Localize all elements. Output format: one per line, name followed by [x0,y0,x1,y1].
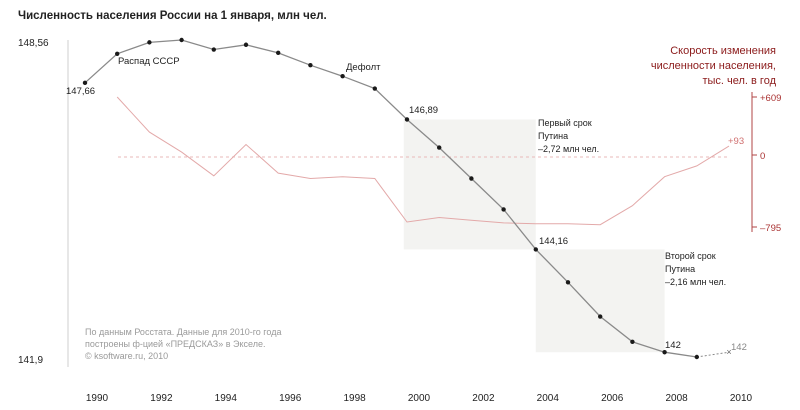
x-tick-2008: 2008 [665,393,688,404]
population-forecast-line [696,351,730,358]
value-2004: 144,16 [539,236,568,247]
population-point-1990 [82,80,88,86]
second-term-shade [535,249,665,353]
x-tick-1992: 1992 [150,393,173,404]
chart-title: Численность населения России на 1 января… [18,10,327,22]
x-tick-1990: 1990 [86,393,109,404]
rate-series-line [116,96,730,226]
population-point-2004 [533,247,538,252]
x-tick-2002: 2002 [472,393,495,404]
population-point-2008 [662,350,667,355]
x-tick-2010: 2010 [730,393,753,404]
population-point-2005 [565,280,571,285]
x-tick-1998: 1998 [343,393,366,404]
x-tick-2006: 2006 [601,393,624,404]
source-line-2: построены ф-цией «ПРЕДСКАЗ» в Экселе. [85,339,266,349]
population-point-2002 [469,176,474,181]
population-point-1994 [211,47,216,52]
value-1990: 147,66 [66,86,95,97]
population-point-1997 [308,63,313,68]
population-point-1998 [340,73,345,79]
value-2010-forecast: 142 [731,342,747,353]
rate-title-line-3: тыс. чел. в год [702,75,776,87]
value-2008: 142 [665,340,681,351]
population-point-2003 [501,207,506,212]
population-point-1999 [372,86,377,91]
rate-title-line-2: численности населения, [651,60,776,72]
rate-zero-label: 0 [760,151,765,162]
second-term-line-1: Второй срок [665,251,716,261]
x-tick-2000: 2000 [408,393,431,404]
population-point-2009 [694,354,699,360]
population-point-2001 [437,145,442,150]
population-point-2007 [630,339,635,344]
population-series-line [84,39,697,358]
first-term-line-1: Первый срок [538,118,592,128]
second-term-annotation: Второй срок Путина –2,16 млн чел. [665,251,726,287]
source-note: По данным Росстата. Данные для 2010-го г… [85,327,281,361]
population-forecast-point: × [726,347,731,357]
population-point-1993 [179,37,184,43]
value-2000: 146,89 [409,105,438,116]
rate-title-line-1: Скорость изменения [670,45,776,57]
first-term-annotation: Первый срок Путина –2,72 млн чел. [538,118,599,154]
y-max-label: 148,56 [18,38,49,49]
population-point-1996 [276,50,281,56]
x-tick-1994: 1994 [215,393,238,404]
first-term-shade [403,119,536,250]
population-points: × [82,37,732,360]
population-point-1992 [147,40,152,45]
second-term-line-3: –2,16 млн чел. [665,277,726,287]
first-term-line-3: –2,72 млн чел. [538,144,599,154]
x-tick-2004: 2004 [537,393,560,404]
second-term-line-2: Путина [665,264,695,274]
x-tick-1996: 1996 [279,393,302,404]
population-point-1995 [243,42,249,47]
population-point-2000 [404,117,410,122]
rate-last-label: +93 [728,136,744,147]
term-shading [403,119,665,353]
x-axis-ticks: 1990 1992 1994 1996 1998 2000 2002 2004 2006 2008… [86,393,753,404]
rate-bottom-label: –795 [760,223,781,234]
annotation-default: Дефолт [346,62,381,73]
source-line-1: По данным Росстата. Данные для 2010-го г… [85,327,281,337]
y-min-label: 141,9 [18,355,43,366]
first-term-line-2: Путина [538,131,568,141]
population-point-1991 [115,51,120,57]
source-line-3: © ksoftware.ru, 2010 [85,351,168,361]
population-point-2006 [598,314,603,319]
rate-top-label: +609 [760,93,781,104]
annotation-ussr: Распад СССР [118,56,180,67]
rate-axis-title: Скорость изменения численности населения… [651,45,777,87]
